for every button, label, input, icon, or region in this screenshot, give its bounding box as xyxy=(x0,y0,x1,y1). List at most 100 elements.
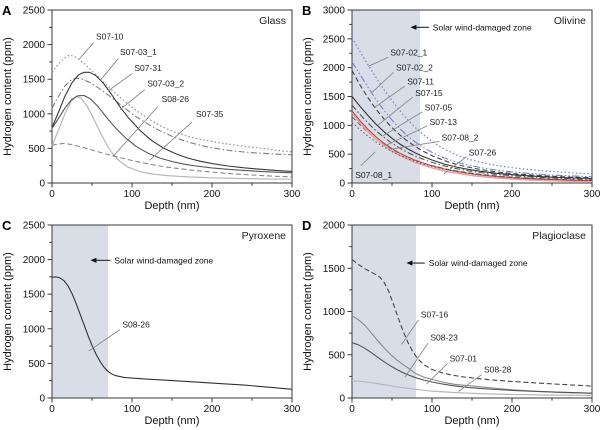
zone-arrow-head-icon xyxy=(406,260,413,266)
label-leader-line xyxy=(443,156,467,175)
series-label-S08-23: S08-23 xyxy=(430,332,458,342)
x-tick-label: 300 xyxy=(284,189,300,200)
series-label-S07-16: S07-16 xyxy=(421,310,449,320)
x-tick-label: 300 xyxy=(584,189,600,200)
panel-a-glass-chart: 0 100 200 300 0 500 1000 1500 2000 2500 Depth (nm)… xyxy=(2,3,300,212)
y-tick-label: 500 xyxy=(328,150,345,161)
y-tick-label: 2500 xyxy=(23,221,46,232)
series-label-S07-02_1: S07-02_1 xyxy=(390,48,427,58)
label-leader-line xyxy=(107,73,133,92)
y-tick-label: 2000 xyxy=(323,221,346,232)
y-tick-label: 0 xyxy=(39,179,45,190)
series-S07-15-line xyxy=(351,96,593,180)
series-label-S07-15: S07-15 xyxy=(415,88,443,98)
label-leader-line xyxy=(360,151,376,167)
x-tick-label: 100 xyxy=(424,404,441,415)
x-tick-label: 100 xyxy=(124,404,141,415)
y-tick-label: 1000 xyxy=(23,324,46,335)
x-tick-label: 300 xyxy=(584,404,600,415)
series-S07-01-line xyxy=(351,342,593,394)
panel-title: Plagioclase xyxy=(532,230,586,242)
series-S08-28-line xyxy=(351,380,593,397)
y-tick-label: 3000 xyxy=(323,6,346,17)
y-tick-label: 2000 xyxy=(323,63,346,74)
zone-annotation-label: Solar wind-damaged zone xyxy=(433,22,532,32)
panel-title: Glass xyxy=(259,15,286,27)
series-S07-02_1-line xyxy=(351,37,593,175)
y-tick-label: 1000 xyxy=(23,109,46,120)
y-tick-label: 2000 xyxy=(23,255,46,266)
panel-letter: C xyxy=(2,218,12,233)
panel-c-pyroxene-chart: 0 100 200 300 0 500 1000 1500 2000 2500 Depth (nm)… xyxy=(2,218,300,427)
x-tick-label: 100 xyxy=(424,189,441,200)
y-tick-label: 500 xyxy=(28,359,45,370)
y-tick-label: 1500 xyxy=(23,290,46,301)
zone-annotation-label: Solar wind-damaged zone xyxy=(429,258,528,268)
label-leader-line xyxy=(112,106,158,158)
label-leader-line xyxy=(401,319,419,345)
series-S08-26-line xyxy=(51,95,293,180)
y-axis-title: Hydrogen content (ppm) xyxy=(302,252,314,371)
y-tick-label: 2500 xyxy=(23,6,46,17)
panel-title: Olivine xyxy=(554,15,586,27)
y-tick-label: 2500 xyxy=(323,34,346,45)
x-tick-label: 200 xyxy=(204,189,221,200)
y-tick-label: 1000 xyxy=(323,307,346,318)
series-label-S07-03_1: S07-03_1 xyxy=(120,47,157,57)
y-tick-label: 0 xyxy=(39,394,45,405)
series-S07-08_1-line xyxy=(351,112,593,183)
panel-title: Pyroxene xyxy=(242,230,287,242)
y-axis-title: Hydrogen content (ppm) xyxy=(2,252,14,371)
x-tick-label: 100 xyxy=(124,189,141,200)
series-label-S07-03_2: S07-03_2 xyxy=(147,78,184,88)
panel-letter: B xyxy=(302,3,311,18)
series-label-S07-05: S07-05 xyxy=(425,102,453,112)
series-label-S07-01: S07-01 xyxy=(450,354,478,364)
zone-arrow-head-icon xyxy=(90,257,97,263)
series-label-S08-28: S08-28 xyxy=(484,364,512,374)
panel-letter: D xyxy=(302,218,311,233)
series-label-S07-10: S07-10 xyxy=(96,31,124,41)
y-tick-label: 1000 xyxy=(323,121,346,132)
series-S07-03_1-line xyxy=(51,71,293,172)
y-tick-label: 1500 xyxy=(323,264,346,275)
y-tick-label: 500 xyxy=(328,350,345,361)
x-tick-label: 0 xyxy=(49,189,55,200)
y-axis-title: Hydrogen content (ppm) xyxy=(302,37,314,156)
series-S07-35-line xyxy=(51,142,293,178)
y-tick-label: 0 xyxy=(339,179,345,190)
solar-wind-damaged-zone xyxy=(52,225,108,398)
label-leader-line xyxy=(88,329,121,352)
series-label-S08-26: S08-26 xyxy=(162,94,190,104)
series-S07-05-line xyxy=(351,104,593,180)
label-leader-line xyxy=(458,374,482,392)
zone-arrow-head-icon xyxy=(410,24,417,30)
panel-letter: A xyxy=(2,3,12,18)
series-label-S08-26: S08-26 xyxy=(122,320,150,330)
label-leader-line xyxy=(377,96,414,126)
x-tick-label: 200 xyxy=(504,189,521,200)
label-leader-line xyxy=(382,111,423,137)
series-S07-02_2-line xyxy=(351,61,593,178)
x-axis-title: Depth (nm) xyxy=(144,415,199,427)
y-tick-label: 0 xyxy=(339,394,345,405)
label-leader-line xyxy=(426,363,448,385)
panel-b-olivine-chart: 0 100 200 300050010001500200025003000Depth … xyxy=(302,3,600,212)
series-label-S07-26: S07-26 xyxy=(469,148,497,158)
x-axis-title: Depth (nm) xyxy=(444,200,499,212)
label-leader-line xyxy=(119,89,146,110)
y-tick-label: 1500 xyxy=(323,92,346,103)
series-S07-10-line xyxy=(51,54,293,153)
panel-d-plagioclase-chart: 0 100 200 300 0 500 1000 1500 2000 Depth (nm) Hydr… xyxy=(302,218,600,427)
zone-annotation-label: Solar wind-damaged zone xyxy=(114,255,213,265)
series-S07-31-line xyxy=(51,77,293,156)
y-tick-label: 1500 xyxy=(23,75,46,86)
label-leader-line xyxy=(367,56,389,67)
series-S07-03_2-line xyxy=(51,94,293,174)
label-leader-line xyxy=(371,71,394,93)
x-axis-title: Depth (nm) xyxy=(144,200,199,212)
label-leader-line xyxy=(391,141,440,150)
series-label-S07-02_2: S07-02_2 xyxy=(396,63,433,73)
label-leader-line xyxy=(385,125,428,146)
